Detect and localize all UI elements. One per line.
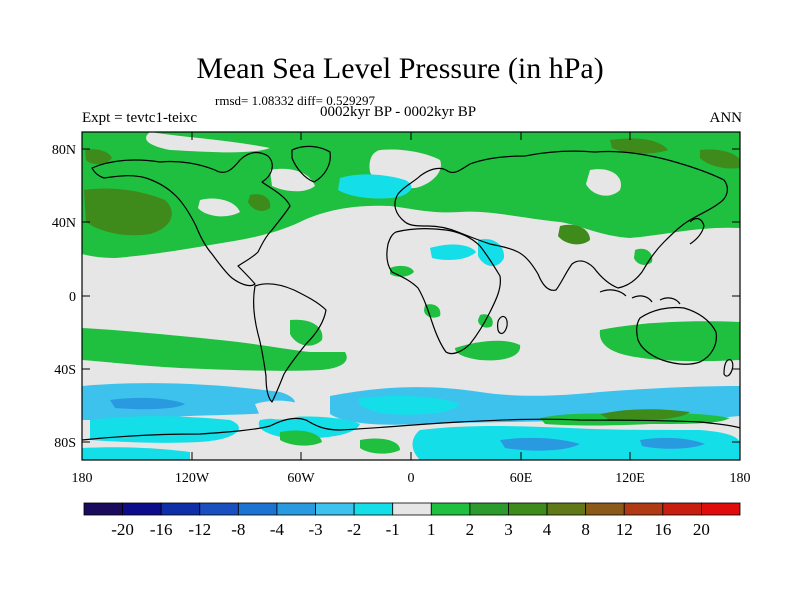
colorbar-label: -4 [270, 520, 285, 539]
lat-label: 40N [52, 216, 76, 231]
colorbar-swatch [160, 502, 201, 516]
colorbar-label: -16 [150, 520, 173, 539]
lat-label: 40S [54, 363, 76, 378]
north-neutral-patch [146, 132, 270, 153]
antarctic-green-patch [360, 438, 400, 454]
colorbar-label: -3 [308, 520, 322, 539]
lon-label: 60E [510, 471, 533, 486]
south-green-band [599, 321, 740, 362]
colorbar-label: -2 [347, 520, 361, 539]
colorbar-label: -1 [386, 520, 400, 539]
north-neutral-patch [198, 198, 240, 217]
rmsd-diff-stats: rmsd= 1.08332 diff= 0.529297 [215, 93, 375, 108]
north-green-band [82, 132, 740, 258]
south-green-band [455, 340, 521, 361]
season-label: ANN [709, 110, 743, 126]
southern-cyan-patch [90, 416, 239, 443]
south-america-coast [252, 283, 327, 403]
colorbar-label: -20 [111, 520, 134, 539]
colorbar-swatch [237, 502, 278, 516]
lat-label: 80N [52, 143, 76, 158]
antarctic-neutral-patch [255, 400, 310, 420]
colorbar-label: 12 [616, 520, 633, 539]
colorbar-swatch [508, 502, 548, 516]
colorbar-label: 20 [693, 520, 710, 539]
southern-blue-patch [110, 397, 185, 410]
lon-label: 120W [175, 471, 210, 486]
southern-cyan-patch [358, 396, 460, 415]
colorbar-swatch [430, 502, 471, 516]
north-olive-patch [700, 149, 740, 169]
experiment-label: Expt = tevtc1-teixc [82, 110, 198, 126]
antarctica-coast [82, 417, 740, 441]
map-title: Mean Sea Level Pressure (in hPa) [196, 52, 604, 85]
colorbar-label: -12 [188, 520, 211, 539]
lon-label: 180 [72, 471, 93, 486]
lon-label: 0 [408, 471, 415, 486]
southern-blue-patch [500, 437, 580, 451]
tropic-green-patch [634, 248, 653, 265]
north-america-coast [91, 151, 291, 287]
lon-label: 180 [730, 471, 751, 486]
colorbar-label: 3 [504, 520, 513, 539]
lon-label: 60W [287, 471, 315, 486]
colorbar-swatch [585, 502, 625, 516]
tropic-green-patch [600, 208, 640, 237]
north-neutral-patch [270, 168, 315, 192]
colorbar-swatch [353, 502, 394, 516]
colorbar-swatch [546, 502, 587, 516]
colorbar-swatch [623, 502, 664, 516]
southern-cyan-patch [82, 447, 190, 460]
japan-coast [689, 217, 705, 245]
colorbar-swatch [701, 502, 741, 516]
indonesia-coast [599, 289, 681, 305]
latitude-axis: 80N 40N 0 40S 80S [52, 143, 740, 451]
colorbar: -20 -16 -12 -8 -4 -3 -2 -1 1 2 3 4 8 12 16 20 [83, 502, 741, 539]
north-olive-patch [85, 149, 112, 165]
new-zealand-coast [723, 359, 734, 377]
coastlines [82, 145, 740, 441]
north-cyan-patch [338, 174, 412, 199]
north-olive-patch [610, 138, 668, 154]
tropic-green-patch [424, 304, 441, 318]
south-green-band [82, 328, 347, 371]
north-olive-patch [248, 194, 271, 211]
north-neutral-patch [586, 169, 621, 196]
colorbar-label: 8 [581, 520, 590, 539]
map-field [82, 132, 740, 460]
colorbar-label: 1 [427, 520, 436, 539]
colorbar-swatch [469, 502, 509, 516]
madagascar-coast [497, 315, 508, 335]
lat-label: 0 [69, 290, 76, 305]
colorbar-label: 16 [654, 520, 671, 539]
longitude-axis: 180 120W 60W 0 60E 120E 180 [72, 132, 751, 486]
eurasia-coast [394, 150, 728, 291]
colorbar-swatch [199, 502, 239, 516]
colorbar-swatch [662, 502, 702, 516]
colorbar-swatch [83, 502, 123, 516]
colorbar-swatch [392, 502, 432, 516]
africa-coast [386, 228, 501, 355]
antarctic-olive-patch [600, 409, 690, 421]
lat-label: 80S [54, 436, 76, 451]
colorbar-swatch [315, 502, 355, 516]
period-label: 0002kyr BP - 0002kyr BP [320, 104, 477, 120]
lon-label: 120E [615, 471, 645, 486]
colorbar-swatch [122, 502, 162, 516]
north-olive-patch [558, 224, 590, 245]
colorbar-label: -8 [231, 520, 245, 539]
south-green-band [290, 319, 323, 346]
colorbar-label: 2 [466, 520, 475, 539]
north-olive-patch [84, 188, 172, 236]
north-cyan-patch [430, 244, 476, 260]
southern-lightblue-band [82, 383, 295, 420]
greenland-coast [291, 145, 331, 183]
colorbar-label: 4 [543, 520, 552, 539]
australia-coast [636, 306, 717, 365]
southern-blue-patch [640, 437, 705, 449]
antarctic-green-patch [280, 430, 322, 446]
colorbar-swatch [276, 502, 316, 516]
